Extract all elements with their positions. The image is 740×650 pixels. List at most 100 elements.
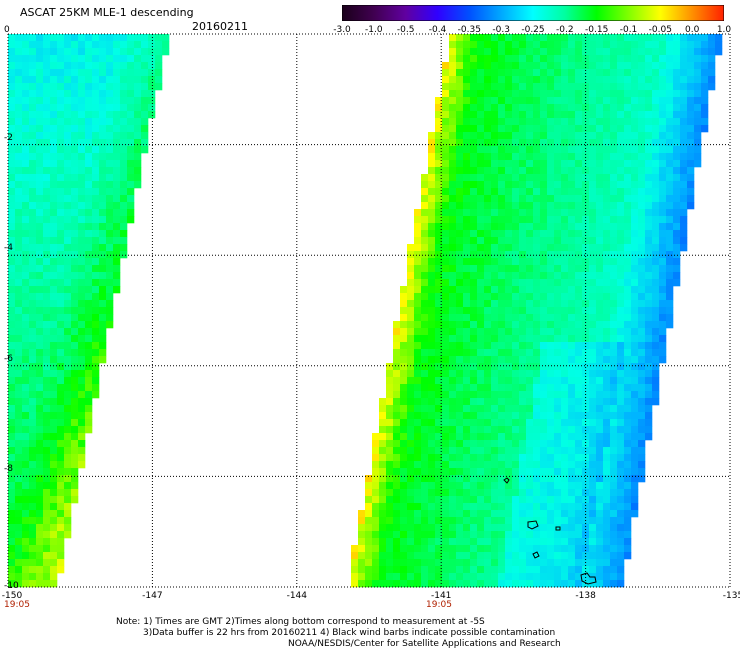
data-cell [666,83,674,91]
data-cell [652,251,660,259]
data-cell [617,34,625,42]
data-cell [442,566,450,574]
data-cell [15,440,23,448]
data-cell [638,48,646,56]
data-cell [554,482,562,490]
data-cell [29,321,37,329]
data-cell [603,363,611,371]
data-cell [78,104,86,112]
data-cell [638,405,646,413]
data-cell [449,349,457,357]
data-cell [428,188,436,196]
data-cell [561,440,569,448]
data-cell [596,230,604,238]
data-cell [148,48,156,56]
data-cell [470,433,478,441]
data-cell [561,181,569,189]
data-cell [71,398,79,406]
data-cell [393,566,401,574]
data-cell [589,90,597,98]
data-cell [414,573,422,581]
data-cell [484,573,492,581]
data-cell [575,580,583,588]
data-cell [43,48,51,56]
data-cell [512,503,520,511]
data-cell [617,55,625,63]
data-cell [526,188,534,196]
data-cell [85,104,93,112]
data-cell [113,272,121,280]
data-cell [596,279,604,287]
data-cell [498,328,506,336]
data-cell [29,412,37,420]
data-cell [407,272,415,280]
data-cell [43,342,51,350]
data-cell [386,391,394,399]
data-cell [99,300,107,308]
data-cell [78,300,86,308]
data-cell [582,510,590,518]
data-cell [498,363,506,371]
data-cell [134,125,142,133]
data-cell [29,111,37,119]
data-cell [645,237,653,245]
data-cell [22,566,30,574]
data-cell [113,279,121,287]
data-cell [526,83,534,91]
data-cell [127,160,135,168]
data-cell [379,524,387,532]
data-cell [561,545,569,553]
data-cell [561,370,569,378]
data-cell [134,83,142,91]
data-cell [477,391,485,399]
data-cell [554,195,562,203]
data-cell [547,447,555,455]
data-cell [575,265,583,273]
data-cell [85,237,93,245]
data-cell [638,377,646,385]
data-cell [505,398,513,406]
data-cell [484,307,492,315]
data-cell [540,258,548,266]
data-cell [29,454,37,462]
data-cell [589,321,597,329]
data-cell [589,216,597,224]
data-cell [589,139,597,147]
data-cell [78,258,86,266]
data-cell [582,272,590,280]
data-cell [491,34,499,42]
data-cell [533,328,541,336]
data-cell [596,440,604,448]
data-cell [379,552,387,560]
data-cell [64,167,72,175]
data-cell [29,475,37,483]
data-cell [449,419,457,427]
data-cell [428,328,436,336]
data-cell [127,34,135,42]
data-cell [414,356,422,364]
data-cell [666,90,674,98]
data-cell [78,349,86,357]
data-cell [50,545,58,553]
data-cell [491,216,499,224]
data-cell [449,223,457,231]
data-cell [477,335,485,343]
data-cell [596,293,604,301]
data-cell [29,125,37,133]
data-cell [610,55,618,63]
data-cell [603,132,611,140]
data-cell [15,293,23,301]
data-cell [498,447,506,455]
data-cell [575,251,583,259]
data-cell [638,468,646,476]
data-cell [57,216,65,224]
data-cell [491,475,499,483]
data-cell [449,132,457,140]
data-cell [449,286,457,294]
data-cell [428,244,436,252]
data-cell [505,433,513,441]
data-cell [568,335,576,343]
data-cell [610,580,618,588]
data-cell [449,139,457,147]
data-cell [589,265,597,273]
